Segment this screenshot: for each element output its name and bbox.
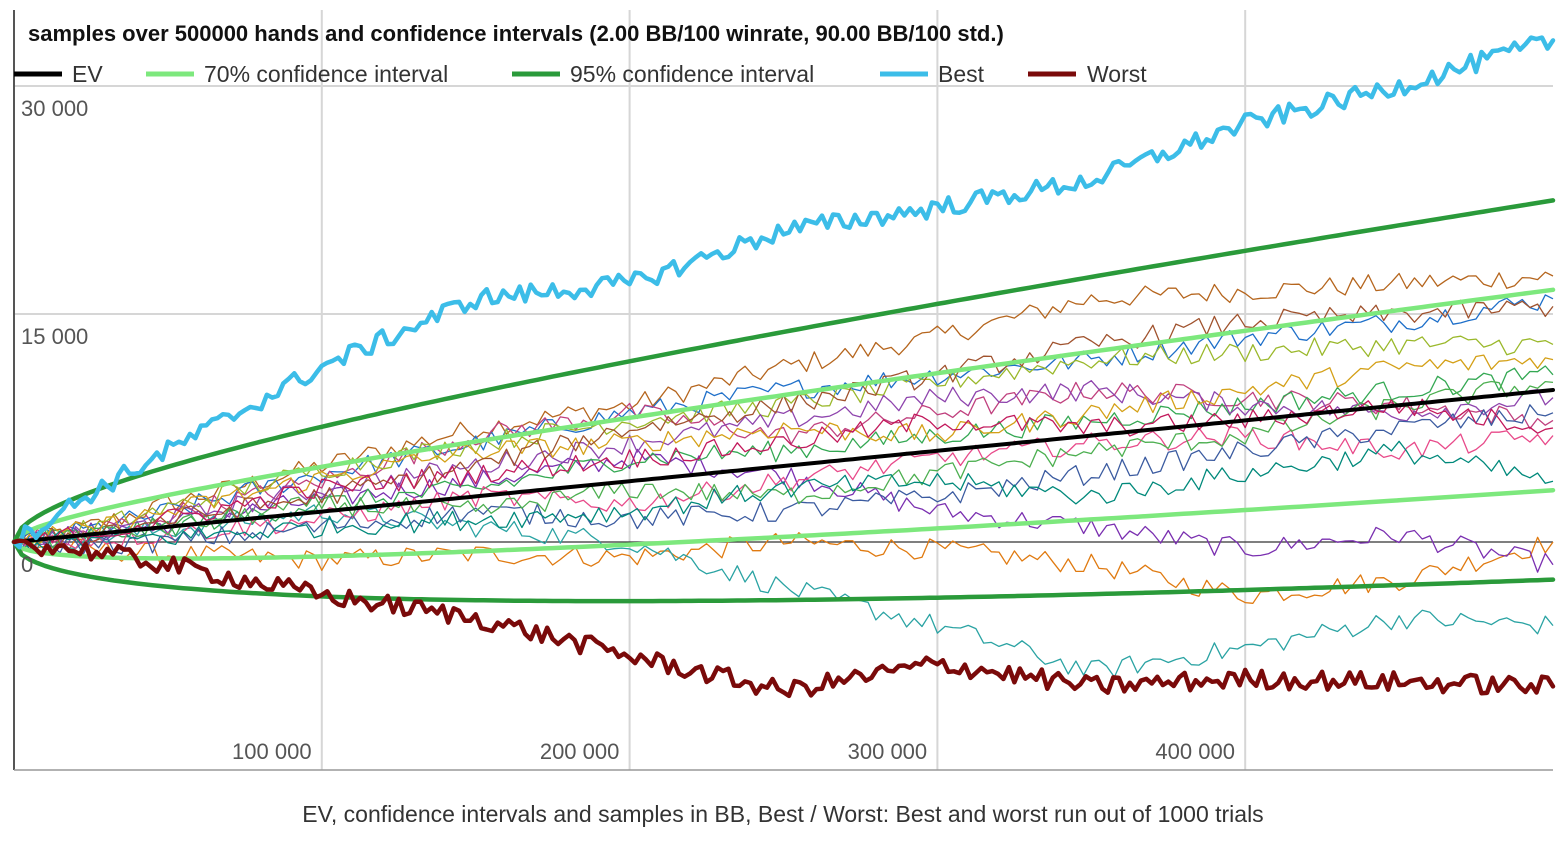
sample-runs [13, 271, 1554, 678]
series-line-worst [11, 538, 1556, 699]
x-tick-label: 300 000 [848, 739, 928, 764]
sample-run-line [13, 448, 1554, 573]
series-line-ev [12, 388, 1555, 544]
series-line-best [11, 35, 1556, 550]
legend-label-best: Best [938, 61, 985, 87]
y-tick-label: 15 000 [21, 324, 88, 349]
chart-caption: EV, confidence intervals and samples in … [302, 801, 1263, 827]
x-tick-label: 200 000 [540, 739, 620, 764]
sample-run-line [13, 354, 1554, 546]
series-line-95-confidence-interval-lower [11, 539, 1556, 604]
sample-run-line [13, 440, 1554, 551]
tick-labels: 100 000 200 000 300 000 400 000 0 15 000 30 00… [21, 96, 1235, 764]
legend-label-worst: Worst [1087, 61, 1147, 87]
sample-run-line [13, 425, 1554, 553]
legend-label-70ci: 70% confidence interval [204, 61, 448, 87]
legend: EV 70% confidence interval 95% confidenc… [14, 61, 1147, 87]
sample-run-line [13, 404, 1554, 555]
sample-run-line [13, 504, 1554, 678]
sample-run-line [13, 532, 1554, 604]
x-tick-label: 100 000 [232, 739, 312, 764]
series-line-95-confidence-interval-upper [11, 198, 1556, 545]
series-line-70-confidence-interval-lower [11, 487, 1556, 561]
series-line-70-confidence-interval-upper [11, 287, 1556, 545]
sample-run-line [13, 294, 1554, 550]
sample-run-line [13, 381, 1554, 547]
legend-label-95ci: 95% confidence interval [570, 61, 814, 87]
legend-label-ev: EV [72, 61, 103, 87]
series-lines [11, 35, 1556, 699]
sample-run-line [13, 271, 1554, 544]
chart-title: samples over 500000 hands and confidence… [28, 21, 1004, 46]
y-tick-label: 30 000 [21, 96, 88, 121]
x-tick-label: 400 000 [1155, 739, 1235, 764]
y-tick-label: 0 [21, 552, 33, 577]
grid [14, 10, 1553, 770]
